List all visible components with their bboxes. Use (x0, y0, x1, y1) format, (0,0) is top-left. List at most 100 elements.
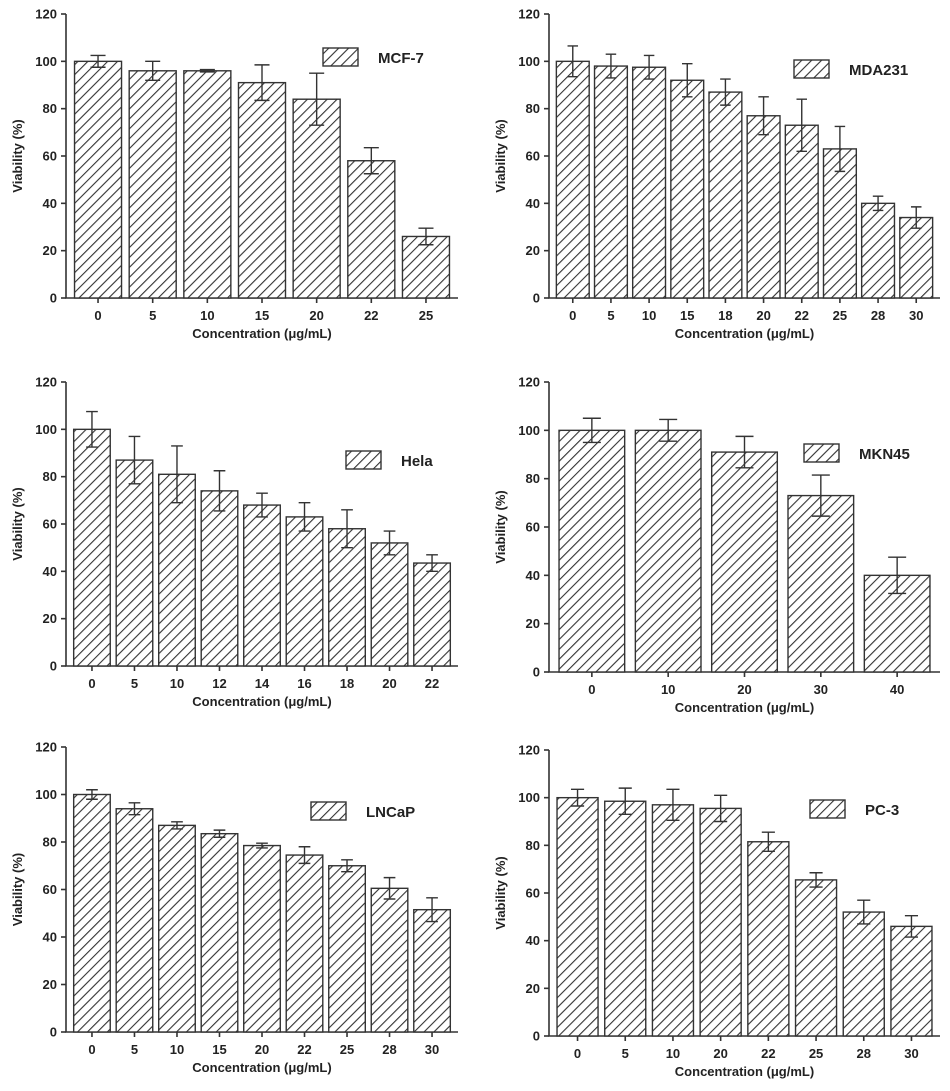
y-tick-label: 0 (533, 665, 540, 680)
y-tick-label: 40 (526, 196, 540, 211)
y-tick-label: 40 (43, 196, 57, 211)
bar (414, 563, 451, 666)
bar (116, 460, 153, 666)
x-tick-label: 28 (857, 1046, 871, 1061)
bar (652, 805, 693, 1036)
bar (159, 825, 196, 1032)
x-tick-label: 0 (94, 308, 101, 323)
y-tick-label: 80 (43, 469, 57, 484)
bar (633, 67, 666, 298)
x-tick-label: 5 (131, 676, 138, 691)
x-tick-label: 10 (661, 682, 675, 697)
bar (747, 116, 780, 298)
y-tick-label: 80 (43, 101, 57, 116)
chart-panel-6: 02040608010012005102022252830Concentrati… (493, 743, 940, 1080)
y-tick-label: 120 (518, 743, 540, 758)
x-tick-label: 20 (255, 1042, 269, 1057)
legend-swatch (346, 451, 381, 469)
bar (371, 888, 408, 1032)
legend-swatch (804, 444, 839, 462)
y-axis-label: Viability (%) (493, 856, 508, 929)
bar (244, 846, 281, 1032)
x-tick-label: 40 (890, 682, 904, 697)
x-tick-label: 5 (149, 308, 156, 323)
x-tick-label: 22 (364, 308, 378, 323)
y-tick-label: 120 (518, 7, 540, 22)
y-tick-label: 100 (35, 54, 57, 69)
x-tick-label: 25 (340, 1042, 354, 1057)
y-tick-label: 20 (526, 616, 540, 631)
legend-label: Hela (401, 453, 433, 470)
bar (116, 809, 153, 1032)
bar (556, 61, 589, 298)
x-tick-label: 5 (131, 1042, 138, 1057)
y-tick-label: 80 (43, 835, 57, 850)
x-tick-label: 20 (713, 1046, 727, 1061)
x-tick-label: 22 (761, 1046, 775, 1061)
y-tick-label: 20 (526, 243, 540, 258)
x-axis-label: Concentration (μg/mL) (675, 700, 814, 715)
bar (605, 801, 646, 1036)
y-tick-label: 60 (526, 520, 540, 535)
bar (700, 808, 741, 1036)
legend-swatch (810, 800, 845, 818)
legend-label: PC-3 (865, 802, 899, 819)
y-tick-label: 120 (518, 375, 540, 390)
bar (293, 99, 340, 298)
x-tick-label: 14 (255, 676, 270, 691)
y-tick-label: 120 (35, 7, 57, 22)
x-tick-label: 12 (212, 676, 226, 691)
bar (862, 203, 895, 298)
x-axis-label: Concentration (μg/mL) (192, 326, 331, 341)
bar (286, 517, 323, 666)
legend-label: LNCaP (366, 804, 415, 821)
x-tick-label: 5 (607, 308, 614, 323)
x-tick-label: 0 (88, 1042, 95, 1057)
x-tick-label: 25 (419, 308, 433, 323)
x-tick-label: 20 (756, 308, 770, 323)
x-tick-label: 22 (297, 1042, 311, 1057)
y-tick-label: 120 (35, 375, 57, 390)
x-tick-label: 16 (297, 676, 311, 691)
x-tick-label: 20 (382, 676, 396, 691)
bar (348, 161, 395, 298)
bar (891, 926, 932, 1036)
x-tick-label: 15 (212, 1042, 226, 1057)
x-tick-label: 18 (340, 676, 354, 691)
y-tick-label: 100 (35, 422, 57, 437)
y-tick-label: 20 (43, 977, 57, 992)
y-tick-label: 100 (35, 787, 57, 802)
bar (201, 491, 238, 666)
x-tick-label: 25 (809, 1046, 823, 1061)
legend-swatch (311, 802, 346, 820)
x-tick-label: 28 (871, 308, 885, 323)
bar (414, 910, 451, 1032)
x-tick-label: 22 (425, 676, 439, 691)
y-axis-label: Viability (%) (10, 487, 25, 560)
bar (184, 71, 231, 298)
x-tick-label: 10 (170, 1042, 184, 1057)
y-tick-label: 40 (43, 930, 57, 945)
bar (748, 842, 789, 1036)
x-tick-label: 28 (382, 1042, 396, 1057)
x-tick-label: 30 (425, 1042, 439, 1057)
x-tick-label: 30 (909, 308, 923, 323)
y-tick-label: 80 (526, 838, 540, 853)
x-tick-label: 30 (814, 682, 828, 697)
y-tick-label: 120 (35, 740, 57, 755)
bar (671, 80, 704, 298)
x-tick-label: 10 (200, 308, 214, 323)
y-tick-label: 60 (43, 149, 57, 164)
y-tick-label: 40 (526, 568, 540, 583)
legend-swatch (323, 48, 358, 66)
x-tick-label: 15 (255, 308, 269, 323)
x-axis-label: Concentration (μg/mL) (675, 326, 814, 341)
bar (129, 71, 176, 298)
x-tick-label: 10 (642, 308, 656, 323)
y-tick-label: 0 (50, 659, 57, 674)
bar (635, 430, 701, 672)
y-tick-label: 20 (43, 243, 57, 258)
y-tick-label: 0 (533, 291, 540, 306)
bar (75, 61, 122, 298)
bar (843, 912, 884, 1036)
